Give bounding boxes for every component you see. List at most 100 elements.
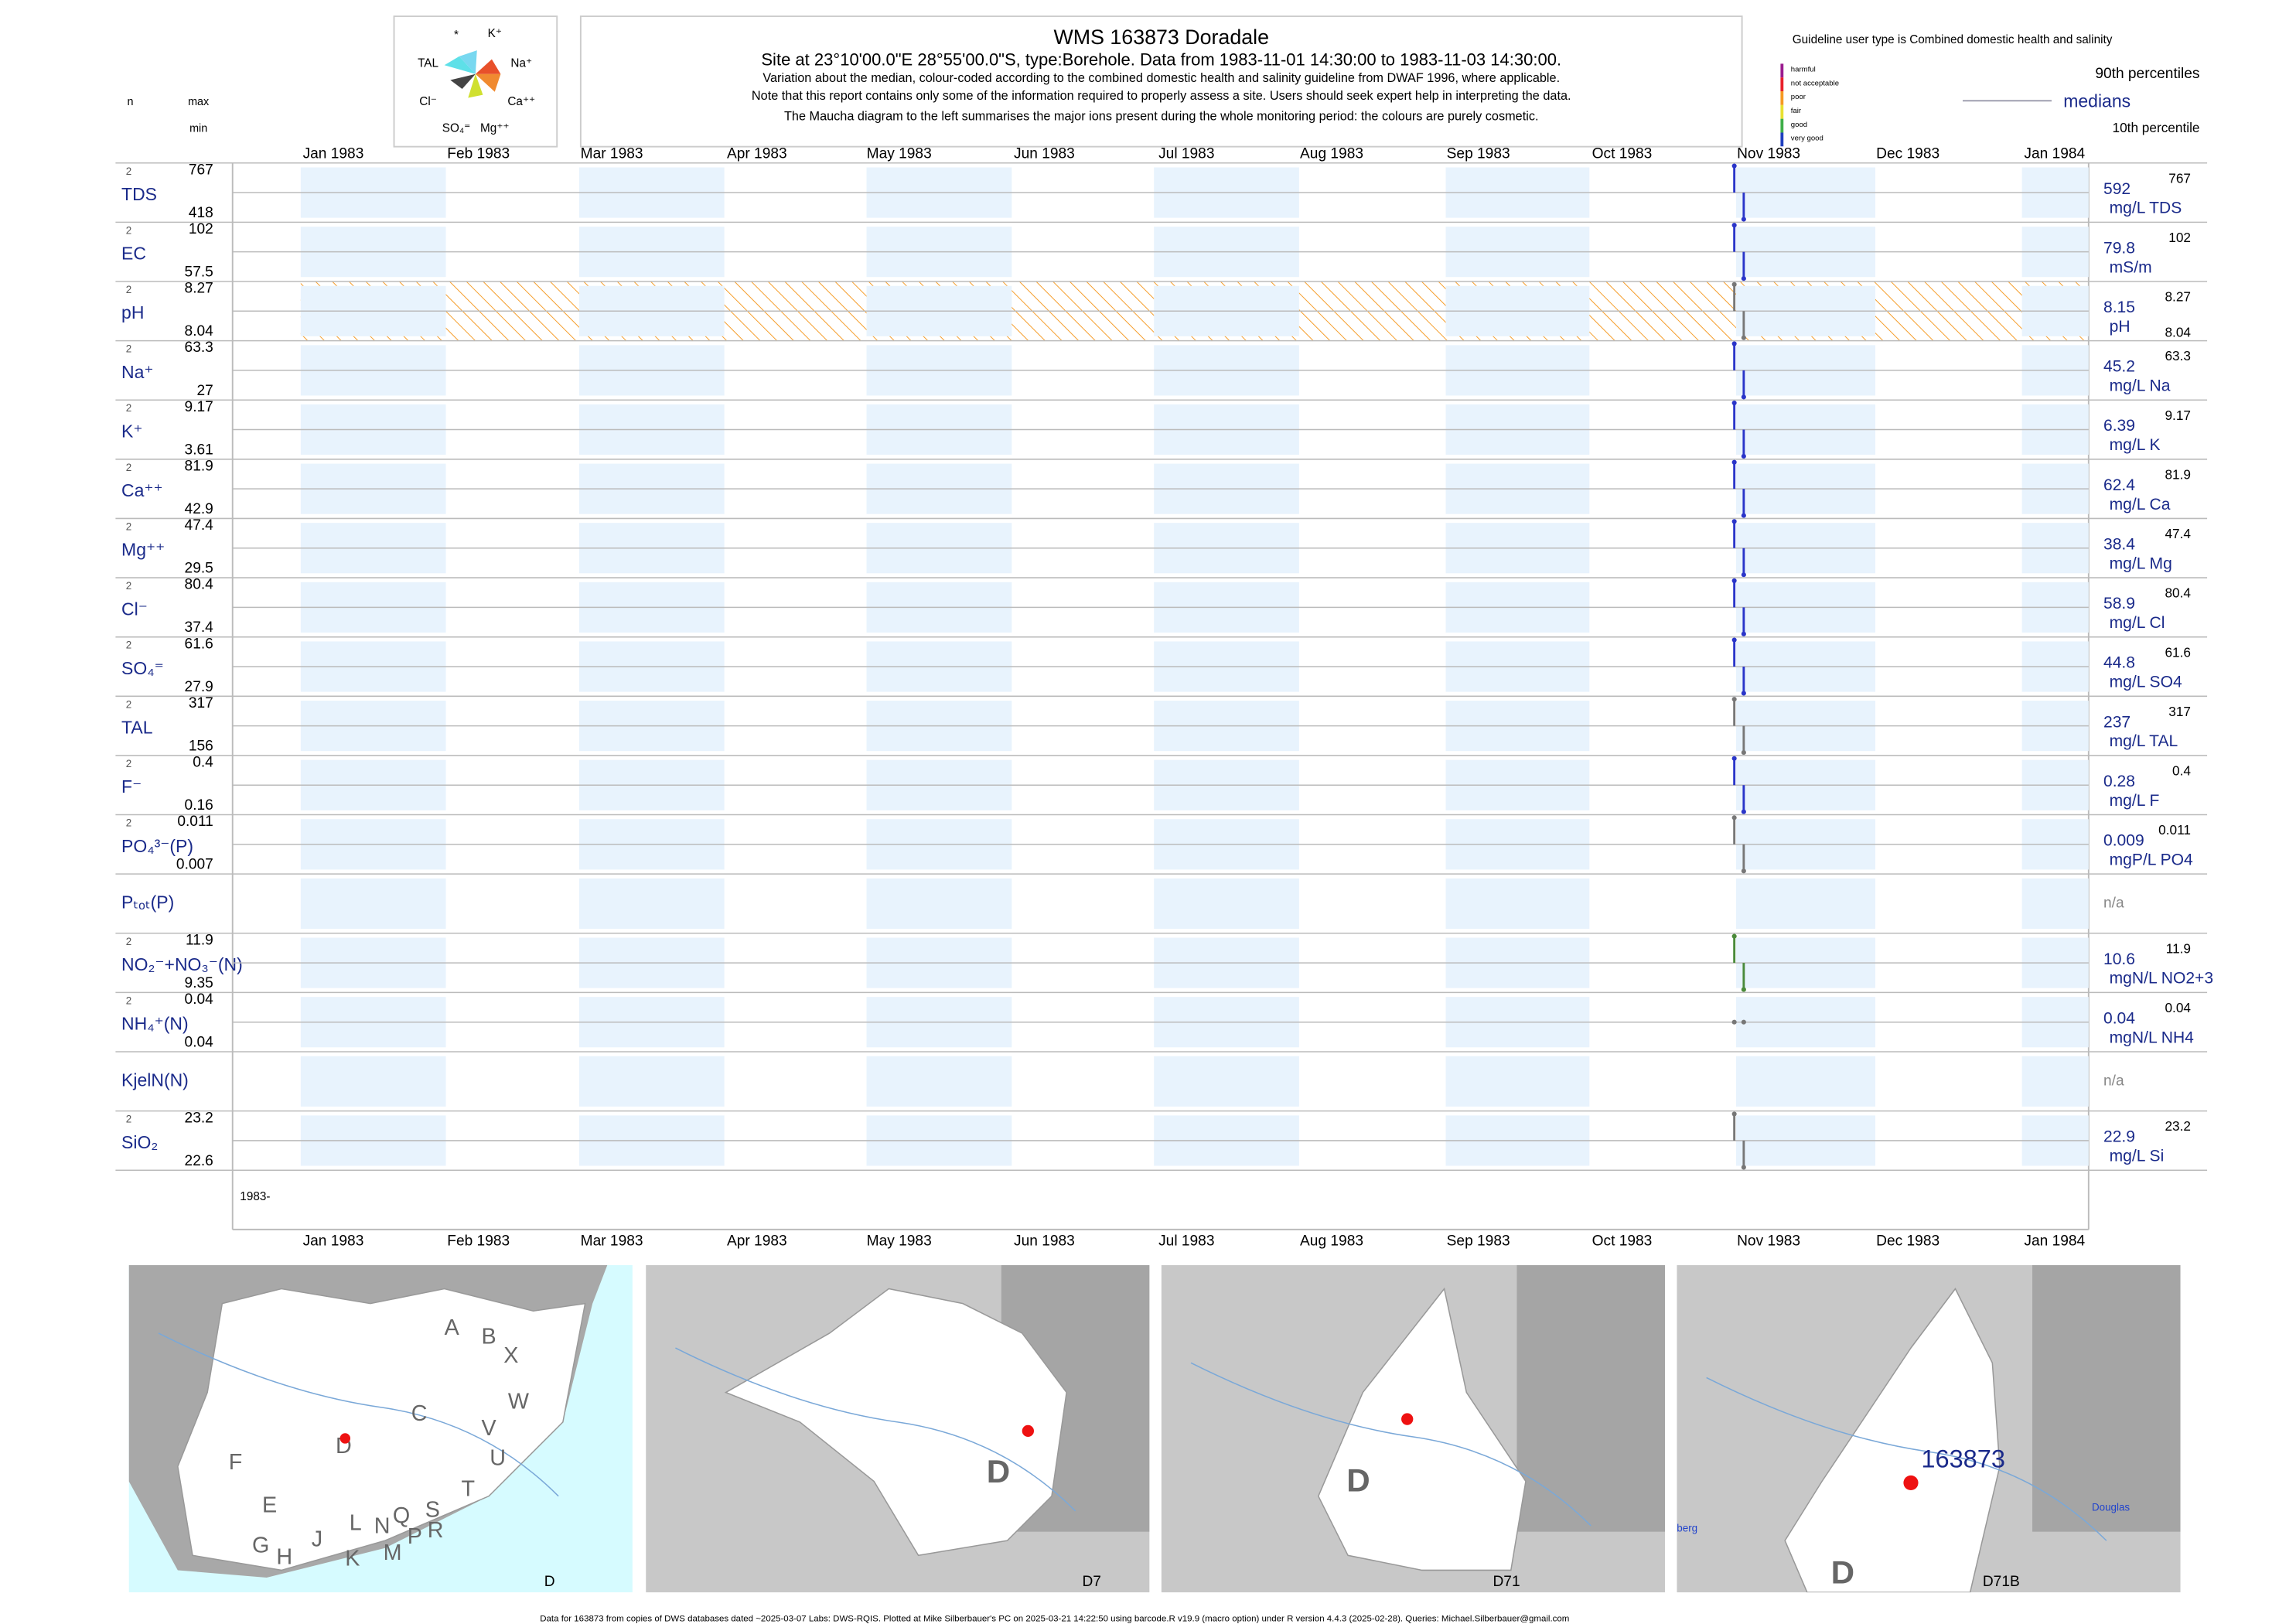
site-dot [339,1433,351,1444]
min-value: 3.61 [185,442,213,458]
max-value: 81.9 [185,458,213,474]
region-label: C [411,1401,428,1426]
min-value: 8.04 [185,323,214,339]
maucha-label: K⁺ [488,27,502,40]
max-small: 8.27 [2165,289,2191,305]
min-value: 37.4 [185,619,214,636]
month-label: Jan 1983 [303,145,364,162]
median-value: 10.6 [2103,950,2135,968]
min-small: 8.04 [2165,325,2191,340]
month-label: Nov 1983 [1737,1233,1800,1249]
row-label: TDS [121,184,157,204]
legend-swatch [1780,91,1784,105]
row-label: Pₜₒₜ(P) [121,892,174,913]
median-value: 62.4 [2103,476,2135,494]
month-band [1445,878,1590,930]
min-value: 156 [189,738,213,754]
region-label: D [1346,1462,1370,1499]
map-panel: D D71 [1161,1264,1666,1593]
region-label: D [1831,1554,1854,1590]
min-value: 57.5 [185,264,213,281]
month-label: Aug 1983 [1300,145,1363,162]
min-value: 27 [197,383,213,399]
footer: Data for 163873 from copies of DWS datab… [540,1615,1569,1624]
month-label: Dec 1983 [1876,1233,1939,1249]
month-label: Dec 1983 [1876,145,1939,162]
month-label: Apr 1983 [727,145,787,162]
sample-point [1731,1111,1737,1117]
row-label: Na⁺ [121,362,154,382]
unit-label: mg/L Cl [2110,614,2165,632]
month-band [1154,878,1299,930]
note: Note that this report contains only some… [752,89,1571,103]
region-label: L [350,1511,362,1536]
month-label: Jan 1984 [2024,145,2085,162]
region-label: Q [393,1503,410,1528]
note: The Maucha diagram to the left summarise… [784,110,1539,124]
sample-point [1741,572,1746,578]
unit-label: mg/L Mg [2110,554,2172,572]
month-label: Feb 1983 [447,1233,510,1249]
row-label: NO₂⁻+NO₃⁻(N) [121,954,243,974]
region-label: M [384,1540,402,1565]
sample-point [1731,756,1737,761]
median-value: 237 [2103,713,2131,731]
legend-class: fair [1791,107,1802,115]
month-band [866,1056,1012,1107]
sample-point [1731,578,1737,583]
n-value: 2 [126,758,131,769]
sample-point [1741,809,1746,814]
n-value: 2 [126,165,131,177]
region-label: D [987,1453,1010,1489]
legend-class: not acceptable [1791,79,1839,87]
min-value: 42.9 [185,501,213,517]
month-band [1154,1056,1299,1107]
unit-label: mg/L Na [2110,377,2171,395]
map-code: D [544,1574,555,1590]
sample-point [1731,1019,1737,1025]
sample-point [1731,697,1737,702]
maucha-diagram [444,50,501,98]
month-label: Jul 1983 [1158,1233,1214,1249]
sample-point [1731,400,1737,406]
row-label: pH [121,302,144,322]
region-label: H [276,1545,292,1570]
max-small: 767 [2168,170,2191,186]
sample-point [1731,459,1737,465]
maucha-label: Ca⁺⁺ [507,95,535,108]
median-value: 8.15 [2103,299,2135,316]
median-value: 58.9 [2103,595,2135,612]
sample-point [1741,868,1746,874]
sample-point [1731,519,1737,524]
legend-guideline: Guideline user type is Combined domestic… [1793,33,2113,46]
map-code: D71B [1983,1574,2020,1590]
region-label: V [482,1416,497,1441]
month-label: Mar 1983 [581,1233,643,1249]
n-value: 2 [126,402,131,414]
month-band [300,878,446,930]
max-small: 80.4 [2165,585,2191,601]
sample-point [1741,987,1746,992]
max-small: 9.17 [2165,408,2191,423]
title-box [579,15,1743,148]
sample-point [1741,453,1746,459]
max-value: 102 [189,221,213,237]
unit-label: mS/m [2110,258,2152,276]
catchment [177,1288,586,1571]
min-value: 418 [189,205,213,221]
min-value: 9.35 [185,975,213,991]
site-label: 163873 [1921,1445,2005,1472]
row-label: NH₄⁺(N) [121,1014,189,1034]
legend-medians: medians [2063,90,2131,111]
sample-point [1741,750,1746,756]
max-value: 61.6 [185,636,213,652]
region-label: W [508,1390,530,1414]
n-value: 2 [126,936,131,947]
river [158,1332,559,1497]
catchment [1317,1287,1527,1571]
maucha-label: TAL [418,56,438,70]
row-label: KjelN(N) [121,1070,189,1090]
legend-p90: 90th percentiles [2095,66,2199,82]
median-value: 592 [2103,180,2131,198]
sample-point [1741,276,1746,281]
